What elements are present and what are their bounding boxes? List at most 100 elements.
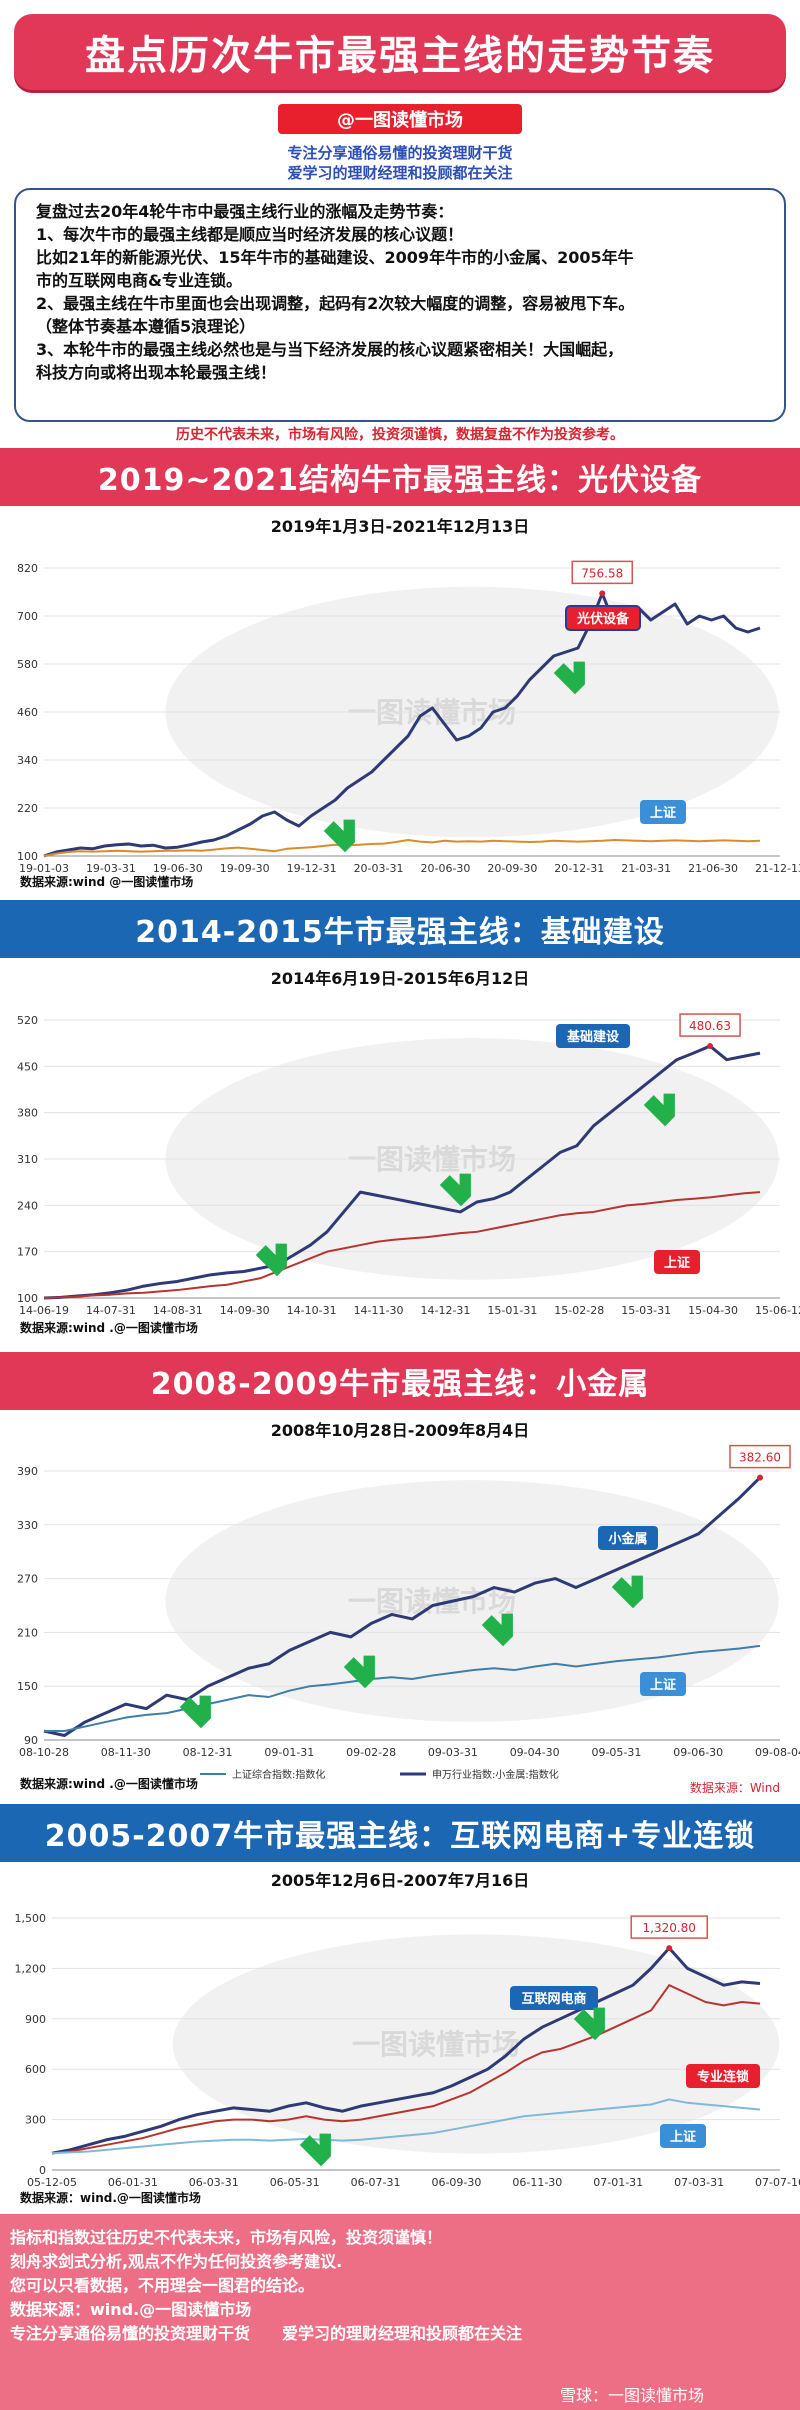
section-heading-bar: 2019~2021结构牛市最强主线：光伏设备 — [0, 448, 800, 506]
intro-line: 复盘过去20年4轮牛市中最强主线行业的涨幅及走势节奏： — [36, 202, 454, 221]
peak-label-box — [630, 1915, 708, 1939]
y-tick-label: 820 — [17, 562, 38, 575]
x-tick-label: 06-05-31 — [270, 2176, 320, 2189]
y-tick-label: 580 — [17, 658, 38, 671]
x-tick-label: 05-12-05 — [27, 2176, 77, 2189]
x-tick-label: 21-12-13 — [755, 862, 800, 875]
y-tick-label: 450 — [17, 1060, 38, 1073]
peak-label: 1,320.80 — [643, 1921, 696, 1935]
x-tick-label: 20-09-30 — [487, 862, 537, 875]
y-tick-label: 300 — [25, 2114, 46, 2127]
chart-title: 2005年12月6日-2007年7月16日 — [271, 1871, 530, 1890]
series-callout: 基础建设 — [566, 1029, 620, 1045]
y-tick-label: 270 — [17, 1573, 38, 1586]
y-tick-label: 210 — [17, 1626, 38, 1639]
x-tick-label: 19-09-30 — [220, 862, 270, 875]
y-tick-label: 0 — [39, 2164, 46, 2177]
peak-label-box — [571, 560, 633, 585]
footer-panel: 指标和指数过往历史不代表未来，市场有风险，投资须谨慎！ 刻舟求剑式分析,观点不作… — [0, 2214, 800, 2410]
legend-label: 上证综合指数:指数化 — [232, 1768, 325, 1781]
green-arrow-icon-1 — [553, 661, 585, 695]
series-callout: 专业连锁 — [697, 2069, 749, 2085]
x-tick-label: 21-06-30 — [688, 862, 738, 875]
footer-line: 您可以只看数据，不用理会一图君的结论。 — [10, 2276, 315, 2295]
footer-line: 数据来源：wind.@一图读懂市场 — [10, 2300, 252, 2319]
intro-box: 复盘过去20年4轮牛市中最强主线行业的涨幅及走势节奏： 1、每次牛市的最强主线都… — [14, 188, 786, 422]
x-tick-label: 09-03-31 — [428, 1746, 478, 1759]
series-line-1 — [43, 839, 761, 857]
series-line-0 — [43, 1476, 762, 1738]
peak-label: 382.60 — [739, 1451, 781, 1465]
footer-line: 专注分享通俗易懂的投资理财干货 爱学习的理财经理和投顾都在关注 — [10, 2324, 523, 2343]
chart-source: 数据来源：wind.@一图读懂市场 — [20, 2190, 201, 2205]
intro-line: （整体节奏基本遵循5浪理论） — [36, 317, 256, 336]
series-callout: 互联网电商 — [521, 1991, 586, 2007]
intro-line: 科技方向或将出现本轮最强主线！ — [36, 363, 277, 382]
green-arrow-icon-3 — [611, 1575, 643, 1609]
series-callout-box — [640, 1672, 686, 1696]
series-callout-box — [654, 1250, 700, 1274]
series-callout-box — [660, 2124, 706, 2148]
y-tick-label: 220 — [17, 802, 38, 815]
y-tick-label: 1,500 — [15, 1912, 47, 1925]
y-tick-label: 700 — [17, 610, 38, 623]
section-heading: 2005-2007牛市最强主线：互联网电商+专业连锁 — [44, 1819, 756, 1854]
x-tick-label: 15-02-28 — [554, 1304, 604, 1317]
intro-line: 比如21年的新能源光伏、15年牛市的基础建设、2009年牛市的小金属、2005年… — [36, 248, 634, 267]
tagline-1: 专注分享通俗易懂的投资理财干货 — [287, 144, 513, 162]
x-tick-label: 09-05-31 — [591, 1746, 641, 1759]
green-arrow-icon-0 — [255, 1243, 287, 1277]
y-tick-label: 170 — [17, 1246, 38, 1259]
section-heading-bar: 2008-2009牛市最强主线：小金属 — [0, 1352, 800, 1410]
x-tick-label: 09-02-28 — [346, 1746, 396, 1759]
footer-watermark: 雪球：一图读懂市场 — [560, 2386, 705, 2405]
chart-title: 2014年6月19日-2015年6月12日 — [271, 969, 530, 988]
green-arrow-icon-1 — [343, 1655, 375, 1689]
green-arrow-icon-0 — [179, 1695, 211, 1729]
peak-label: 480.63 — [689, 1019, 731, 1033]
section-heading-bar: 2005-2007牛市最强主线：互联网电商+专业连锁 — [0, 1804, 800, 1862]
peak-label: 756.58 — [581, 566, 623, 580]
footer-line: 指标和指数过往历史不代表未来，市场有风险，投资须谨慎！ — [10, 2228, 443, 2247]
x-tick-label: 14-09-30 — [220, 1304, 270, 1317]
x-tick-label: 08-11-30 — [101, 1746, 151, 1759]
series-line-2 — [51, 2098, 761, 2155]
green-arrow-icon-0 — [299, 2133, 331, 2167]
y-tick-label: 240 — [17, 1199, 38, 1212]
series-line-1 — [43, 1191, 761, 1299]
page-title-banner: 盘点历次牛市最强主线的走势节奏 — [14, 14, 786, 90]
x-tick-label: 06-03-31 — [189, 2176, 239, 2189]
series-callout-box — [598, 1526, 658, 1550]
series-callout: 上证 — [650, 806, 676, 821]
y-tick-label: 900 — [25, 2013, 46, 2026]
chart-title: 2008年10月28日-2009年8月4日 — [271, 1421, 530, 1440]
y-tick-label: 600 — [25, 2063, 46, 2076]
peak-label-box — [729, 1444, 791, 1469]
series-callout-box — [556, 1024, 630, 1048]
series-callout-box — [686, 2064, 760, 2088]
series-callout-box — [565, 605, 641, 631]
y-tick-label: 340 — [17, 754, 38, 767]
peak-point — [599, 590, 606, 597]
series-callout: 小金属 — [608, 1531, 647, 1547]
section-heading: 2019~2021结构牛市最强主线：光伏设备 — [97, 463, 703, 498]
section-heading: 2014-2015牛市最强主线：基础建设 — [135, 915, 665, 950]
chart-minor-metals: 2008年10月28日-2009年8月4日一图读懂市场9015021027033… — [17, 1421, 800, 1795]
source-right: 数据来源：Wind — [690, 1780, 780, 1795]
series-callout-box — [640, 800, 686, 824]
x-tick-label: 21-03-31 — [621, 862, 671, 875]
green-arrow-icon-1 — [439, 1173, 471, 1207]
series-line-0 — [43, 1044, 761, 1300]
series-callout: 光伏设备 — [576, 611, 630, 627]
x-tick-label: 19-06-30 — [153, 862, 203, 875]
tagline-2: 爱学习的理财经理和投顾都在关注 — [287, 164, 513, 182]
y-tick-label: 330 — [17, 1519, 38, 1532]
chart-title: 2019年1月3日-2021年12月13日 — [271, 517, 530, 536]
chart-source: 数据来源:wind .@一图读懂市场 — [20, 1776, 198, 1791]
green-arrow-icon-0 — [323, 819, 355, 853]
peak-point — [757, 1474, 763, 1481]
x-tick-label: 09-08-04 — [755, 1746, 800, 1759]
x-tick-label: 07-03-31 — [674, 2176, 724, 2189]
green-arrow-icon-2 — [481, 1613, 513, 1647]
intro-line: 2、最强主线在牛市里面也会出现调整，起码有2次较大幅度的调整，容易被甩下车。 — [36, 294, 635, 313]
